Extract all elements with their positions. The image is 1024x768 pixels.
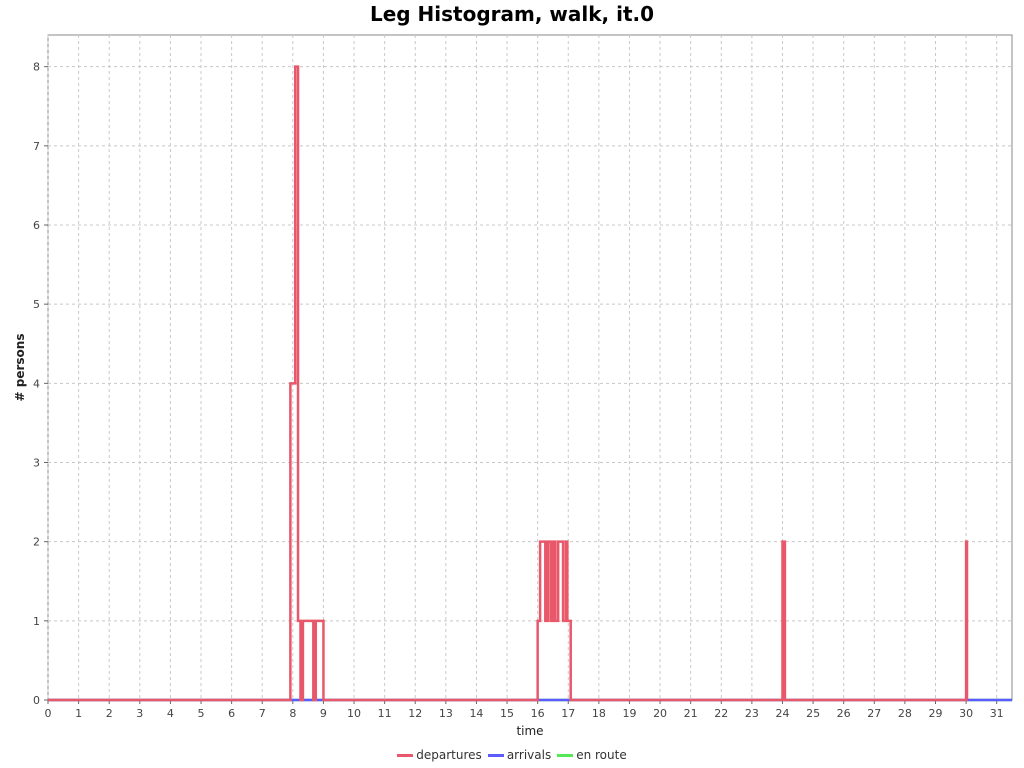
y-tick-label: 5	[33, 298, 40, 311]
y-tick-label: 0	[33, 694, 40, 707]
y-axis-label: # persons	[13, 334, 27, 402]
x-tick-label: 18	[592, 707, 606, 720]
y-tick-label: 8	[33, 61, 40, 74]
x-tick-label: 2	[106, 707, 113, 720]
x-tick-label: 24	[775, 707, 789, 720]
x-tick-label: 19	[622, 707, 636, 720]
x-tick-label: 29	[928, 707, 942, 720]
x-tick-label: 0	[45, 707, 52, 720]
x-tick-label: 21	[684, 707, 698, 720]
x-tick-label: 28	[898, 707, 912, 720]
x-tick-label: 16	[531, 707, 545, 720]
y-tick-label: 6	[33, 219, 40, 232]
legend-swatch-arrivals	[487, 753, 504, 757]
x-tick-label: 15	[500, 707, 514, 720]
plot-area	[47, 34, 1013, 701]
legend-label-en-route: en route	[576, 748, 627, 762]
y-tick-label: 1	[33, 615, 40, 628]
legend-swatch-en-route	[557, 753, 574, 757]
legend-item-arrivals: arrivals	[487, 748, 552, 762]
legend-item-departures: departures	[397, 748, 482, 762]
x-tick-label: 4	[167, 707, 174, 720]
x-tick-label: 13	[439, 707, 453, 720]
x-tick-label: 27	[867, 707, 881, 720]
x-tick-label: 12	[408, 707, 422, 720]
x-tick-label: 17	[561, 707, 575, 720]
x-tick-label: 22	[714, 707, 728, 720]
y-tick-label: 2	[33, 536, 40, 549]
x-tick-label: 9	[320, 707, 327, 720]
series-line-departures	[48, 65, 969, 702]
x-axis-label: time	[516, 724, 543, 738]
y-tick-label: 7	[33, 140, 40, 153]
x-tick-label: 10	[347, 707, 361, 720]
y-tick-label: 3	[33, 457, 40, 470]
legend: departures arrivals en route	[0, 748, 1024, 762]
x-tick-label: 20	[653, 707, 667, 720]
x-tick-label: 8	[289, 707, 296, 720]
legend-swatch-departures	[397, 753, 414, 757]
x-tick-label: 3	[136, 707, 143, 720]
x-tick-label: 11	[378, 707, 392, 720]
x-tick-label: 26	[837, 707, 851, 720]
x-tick-label: 30	[959, 707, 973, 720]
x-tick-label: 14	[469, 707, 483, 720]
legend-label-arrivals: arrivals	[506, 748, 552, 762]
chart-title: Leg Histogram, walk, it.0	[369, 2, 655, 26]
legend-item-en-route: en route	[557, 748, 627, 762]
x-tick-label: 5	[198, 707, 205, 720]
x-tick-label: 6	[228, 707, 235, 720]
x-tick-label: 23	[745, 707, 759, 720]
legend-label-departures: departures	[416, 748, 482, 762]
x-tick-label: 7	[259, 707, 266, 720]
x-tick-label: 31	[990, 707, 1004, 720]
x-tick-label: 25	[806, 707, 820, 720]
y-tick-label: 4	[33, 377, 40, 390]
x-tick-label: 1	[75, 707, 82, 720]
